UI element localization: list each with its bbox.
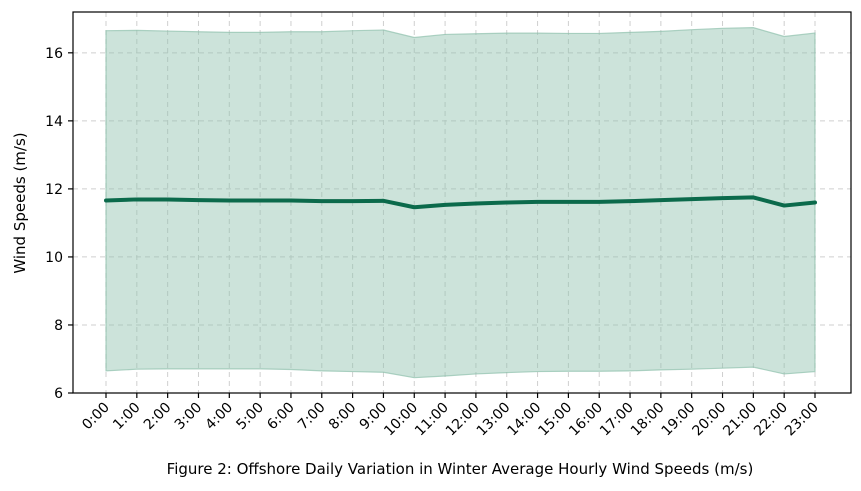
x-tick-label: 22:00 [751, 400, 791, 440]
y-tick-label: 12 [45, 182, 63, 198]
x-tick-label: 5:00 [233, 400, 267, 434]
x-tick-label: 3:00 [172, 400, 206, 434]
x-tick-label: 12:00 [443, 400, 483, 440]
x-tick-label: 13:00 [474, 400, 514, 440]
x-tick-label: 14:00 [505, 400, 545, 440]
y-tick-label: 6 [54, 386, 63, 402]
x-tick-label: 16:00 [566, 400, 606, 440]
x-tick-label: 2:00 [141, 400, 175, 434]
x-tick-label: 18:00 [628, 400, 668, 440]
x-tick-label: 10:00 [381, 400, 421, 440]
x-tick-label: 23:00 [782, 400, 822, 440]
line-layer [104, 195, 817, 210]
x-tick-label: 21:00 [720, 400, 760, 440]
y-tick-label: 16 [45, 46, 63, 62]
y-tick-label: 14 [45, 114, 63, 130]
x-axis: 0:001:002:003:004:005:006:007:008:009:00… [79, 393, 822, 439]
axes-frame [72, 11, 852, 394]
x-tick-label: 0:00 [79, 400, 113, 434]
x-tick-label: 7:00 [295, 400, 329, 434]
x-tick-label: 17:00 [597, 400, 637, 440]
x-axis-label: Figure 2: Offshore Daily Variation in Wi… [167, 460, 754, 478]
y-tick-label: 8 [54, 318, 63, 334]
y-axis: 6 8 10 12 14 16 [45, 46, 73, 402]
y-axis-label: Wind Speeds (m/s) [11, 132, 29, 273]
plot-frame [72, 11, 852, 394]
x-tick-label: 19:00 [659, 400, 699, 440]
x-tick-label: 4:00 [203, 400, 237, 434]
series-line [104, 195, 817, 210]
x-tick-label: 11:00 [412, 400, 452, 440]
x-tick-label: 6:00 [264, 400, 298, 434]
y-tick-label: 10 [45, 250, 63, 266]
x-tick-label: 20:00 [689, 400, 729, 440]
x-tick-label: 15:00 [535, 400, 575, 440]
x-tick-label: 8:00 [326, 400, 360, 434]
x-tick-label: 1:00 [110, 400, 144, 434]
